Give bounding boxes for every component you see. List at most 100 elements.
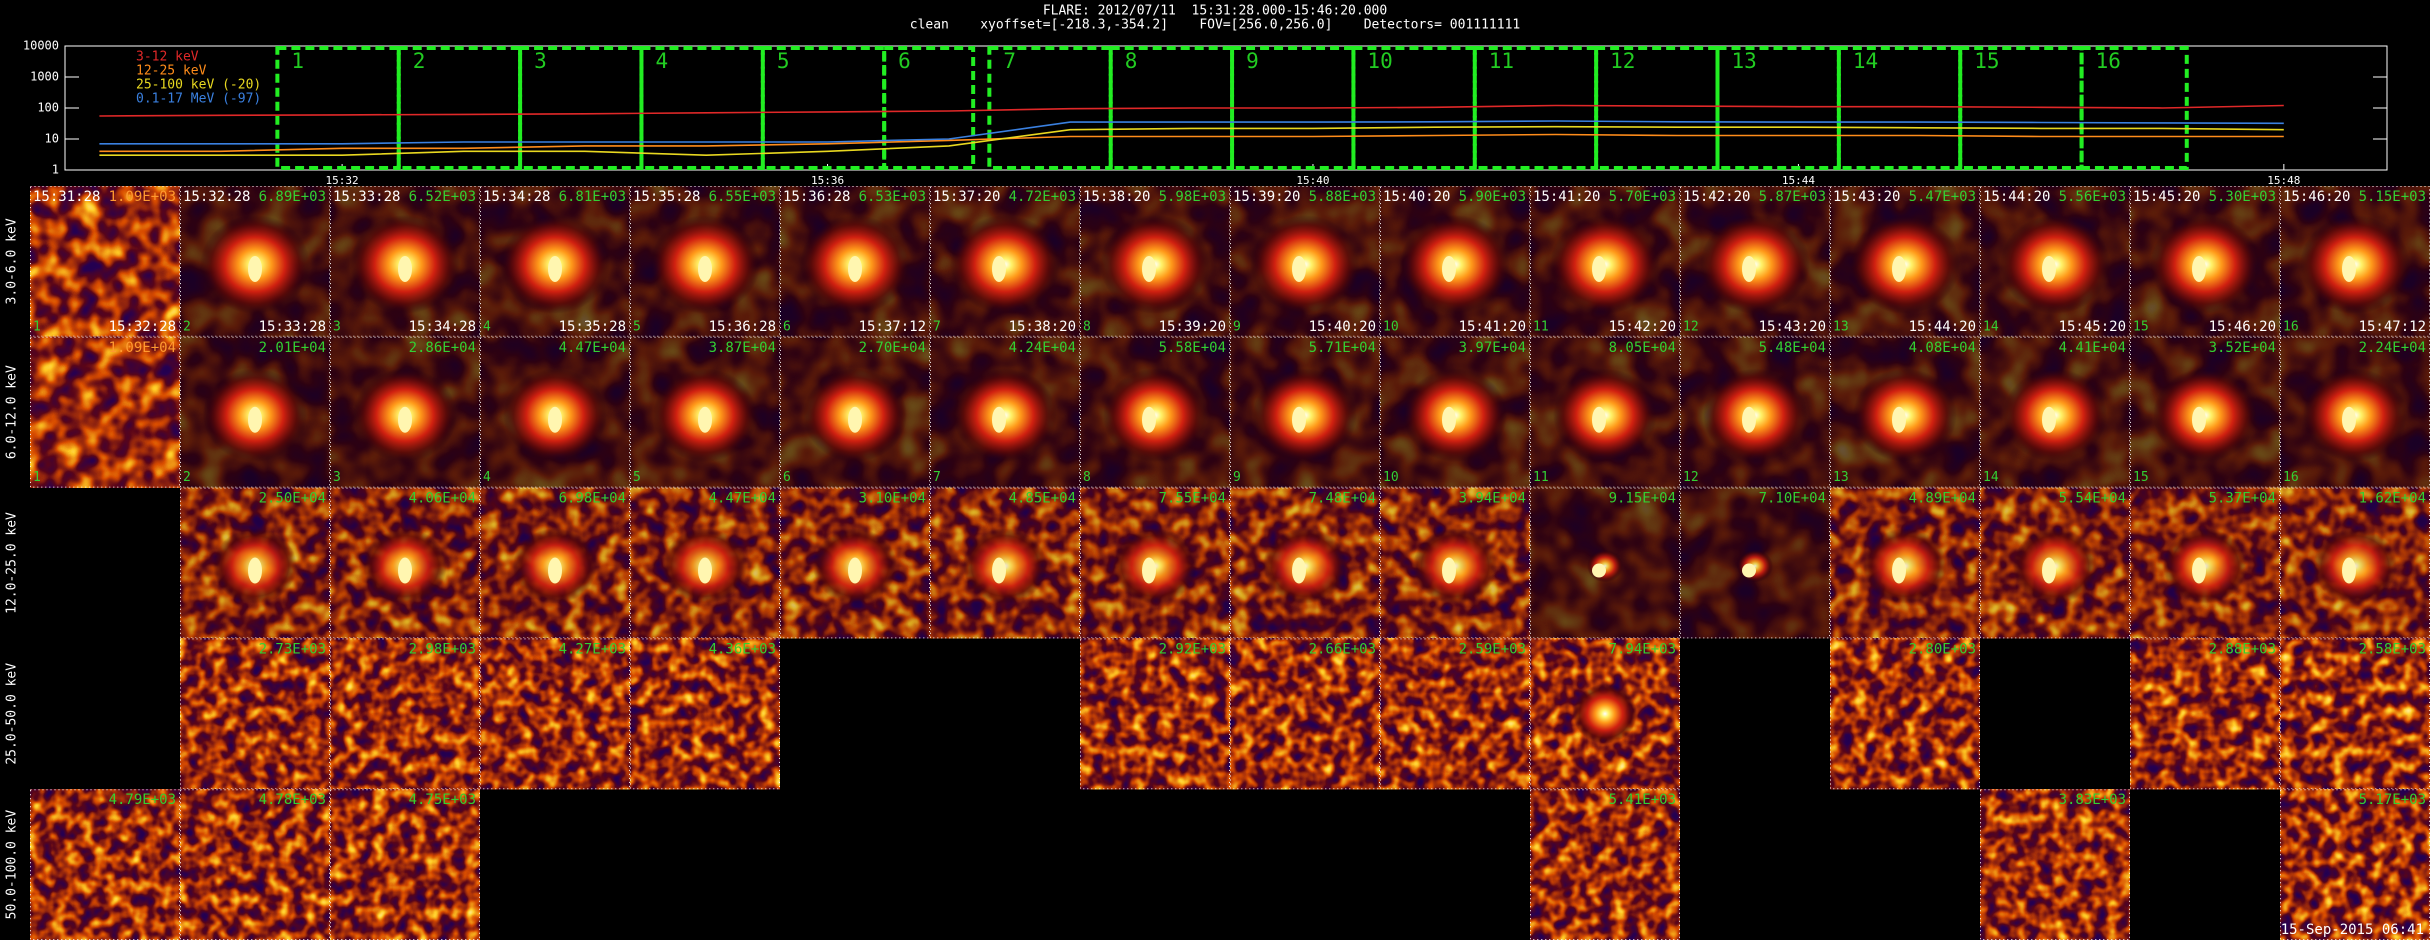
- source-core: [1592, 406, 1606, 433]
- panel-peak: 4.75E+03: [409, 792, 476, 808]
- interval-box: [1958, 46, 2084, 170]
- panel-start: 15:35:28: [633, 189, 700, 205]
- panel-peak: 6.55E+03: [709, 189, 776, 205]
- panel-start: 15:34:28: [483, 189, 550, 205]
- panel-peak: 5.98E+03: [1159, 189, 1226, 205]
- panel-index: 13: [1833, 470, 1849, 485]
- panel-index: 5: [633, 319, 641, 334]
- panel-index: 13: [1833, 319, 1849, 334]
- image-panel: 5.58E+04 8: [1080, 336, 1230, 488]
- image-panel: 5.54E+04: [1980, 487, 2130, 639]
- image-panel: 1.62E+04: [2280, 487, 2430, 639]
- panel-index: 3: [333, 319, 341, 334]
- source-core: [548, 557, 562, 584]
- panel-index: 8: [1083, 319, 1091, 334]
- panel-peak: 6.52E+03: [409, 189, 476, 205]
- panel-index: 10: [1383, 319, 1399, 334]
- panel-peak: 5.48E+04: [1759, 340, 1826, 356]
- panel-peak: 5.56E+03: [2059, 189, 2126, 205]
- interval-label: 4: [655, 49, 668, 73]
- panel-start: 15:43:20: [1833, 189, 1900, 205]
- source-core: [1592, 255, 1606, 282]
- interval-label: 3: [534, 49, 547, 73]
- footer-date: 15-Sep-2015 06:41: [2281, 922, 2424, 938]
- panel-peak: 2.59E+03: [1459, 641, 1526, 657]
- source-core: [1892, 557, 1906, 584]
- x-tick-label: 15:44: [1782, 174, 1815, 187]
- x-tick-label: 15:36: [811, 174, 844, 187]
- panel-peak: 1.09E+04: [109, 340, 176, 356]
- panel-peak: 5.88E+03: [1309, 189, 1376, 205]
- panel-peak: 2.92E+03: [1159, 641, 1226, 657]
- image-panel: 1.09E+03 15:31:28 15:32:28 1: [30, 186, 180, 337]
- image-panel: 4.24E+04 7: [930, 336, 1080, 488]
- panel-peak: 8.05E+04: [1609, 340, 1676, 356]
- panel-end: 15:35:28: [559, 319, 626, 335]
- image-panel: 5.37E+04: [2130, 487, 2280, 639]
- source-glow: [1587, 549, 1623, 583]
- interval-label: 12: [1610, 49, 1635, 73]
- row-label: 50.0-100.0 keV: [5, 810, 20, 920]
- source-core: [1442, 406, 1456, 433]
- panel-peak: 7.10E+04: [1759, 491, 1826, 507]
- image-panel: 5.71E+04 9: [1230, 336, 1380, 488]
- image-panel: 4.47E+04: [630, 487, 780, 639]
- image-panel: 6.52E+03 15:33:28 15:34:28 3: [330, 186, 480, 337]
- image-panel: 2.80E+03: [1830, 638, 1980, 790]
- panel-index: 16: [2283, 319, 2299, 334]
- legend-entry: 25-100 keV (-20): [136, 78, 261, 93]
- source-core: [1292, 406, 1306, 433]
- image-panel: 2.01E+04 2: [180, 336, 330, 488]
- panel-index: 5: [633, 470, 641, 485]
- image-panel: 5.47E+03 15:43:20 15:44:20 13: [1830, 186, 1980, 337]
- row-label: 3.0-6.0 keV: [5, 218, 20, 304]
- panel-end: 15:37:12: [859, 319, 926, 335]
- panel-peak: 5.37E+04: [2209, 491, 2276, 507]
- panel-end: 15:43:20: [1759, 319, 1826, 335]
- panel-peak: 7.55E+04: [1159, 491, 1226, 507]
- source-core: [2192, 255, 2206, 282]
- panel-noise: [1530, 789, 1680, 940]
- series-line: [99, 125, 2284, 157]
- panel-peak: 2.50E+04: [259, 491, 326, 507]
- panel-peak: 5.87E+03: [1759, 189, 1826, 205]
- source-core: [1292, 255, 1306, 282]
- interval-box: [1836, 46, 1963, 170]
- panel-peak: 2.01E+04: [259, 340, 326, 356]
- panel-peak: 6.89E+03: [259, 189, 326, 205]
- y-tick-label: 10: [45, 132, 59, 146]
- source-core: [1892, 406, 1906, 433]
- interval-box: [987, 46, 1113, 170]
- interval-label: 7: [1003, 49, 1016, 73]
- panel-index: 14: [1983, 470, 1999, 485]
- panel-index: 9: [1233, 470, 1241, 485]
- image-panel: 4.78E+03: [180, 789, 330, 940]
- image-panel: 6.55E+03 15:35:28 15:36:28 5: [630, 186, 780, 337]
- source-glow: [1737, 549, 1773, 583]
- source-core: [2042, 255, 2056, 282]
- image-panel: 5.88E+03 15:39:20 15:40:20 9: [1230, 186, 1380, 337]
- series-line: [99, 104, 2284, 117]
- image-panel: 1.09E+04 1: [30, 336, 180, 488]
- panel-peak: 4.72E+03: [1009, 189, 1076, 205]
- panel-peak: 2.80E+03: [1909, 641, 1976, 657]
- panel-peak: 5.47E+03: [1909, 189, 1976, 205]
- panel-end: 15:46:20: [2209, 319, 2276, 335]
- y-tick-label: 100: [37, 101, 59, 115]
- source-core: [1742, 406, 1756, 433]
- interval-box: [275, 46, 401, 170]
- image-panel: 3.97E+04 10: [1380, 336, 1530, 488]
- panel-end: 15:45:20: [2059, 319, 2126, 335]
- x-tick-label: 15:32: [326, 174, 359, 187]
- interval-label: 9: [1246, 49, 1259, 73]
- image-panel: 2.24E+04 16: [2280, 336, 2430, 488]
- series-line: [99, 120, 2284, 145]
- panel-start: 15:39:20: [1233, 189, 1300, 205]
- interval-label: 15: [1974, 49, 1999, 73]
- panel-peak: 2.86E+04: [409, 340, 476, 356]
- panel-index: 15: [2133, 470, 2149, 485]
- image-panel: 6.81E+03 15:34:28 15:35:28 4: [480, 186, 630, 337]
- panel-index: 10: [1383, 470, 1399, 485]
- image-panel: 6.89E+03 15:32:28 15:33:28 2: [180, 186, 330, 337]
